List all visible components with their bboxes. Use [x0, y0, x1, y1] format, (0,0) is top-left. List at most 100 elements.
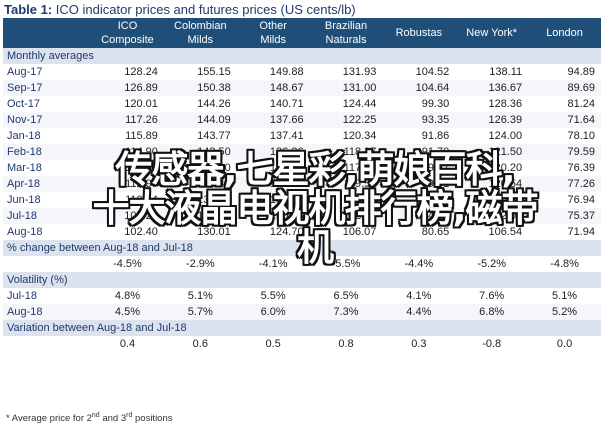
row-label: Aug-18	[3, 304, 92, 320]
table-cell: 71.94	[567, 226, 595, 238]
table-cell: 4.8%	[114, 290, 140, 302]
table-cell: 0.3	[411, 338, 427, 350]
table-cell: 155.15	[197, 66, 231, 78]
table-cell: 5.1%	[187, 290, 213, 302]
table-cell: 106.07	[342, 226, 377, 238]
table-cell: 112.95	[91, 176, 164, 192]
table-row: Sep-17 126.89 150.38 148.67 131.00 104.64 136.…	[3, 80, 601, 96]
table-cell: 0.6	[192, 338, 208, 350]
table-cell: 131.00	[309, 80, 383, 96]
table-cell: 135.53	[269, 162, 304, 174]
table-cell: 124.70	[269, 226, 304, 238]
table-cell: 88.69	[421, 194, 450, 206]
table-row: Apr-18 112.95 139.44 135.81 119.56 89.91 120.5…	[3, 176, 601, 192]
table-cell: 117.26	[91, 112, 164, 128]
table-cell: 7.3%	[309, 304, 383, 320]
table-cell: -0.8	[482, 338, 502, 350]
table-cell: 124.44	[342, 98, 377, 110]
table-cell: 4.5%	[91, 304, 164, 320]
footnote: * Average price for 2nd and 3rd position…	[6, 412, 173, 425]
table-cell: 80.65	[421, 226, 450, 238]
col-header: New York*	[455, 18, 529, 48]
table-cell: 4.4%	[382, 304, 456, 320]
row-label: Feb-18	[3, 144, 92, 160]
col-header: Brazilian Naturals	[309, 18, 383, 48]
table-cell: -2.9%	[185, 258, 215, 270]
table-cell: 126.89	[91, 80, 164, 96]
price-table: ICO Composite Colombian Milds Other Milds B…	[3, 18, 601, 352]
row-label: Jul-18	[7, 290, 37, 302]
overlay-line: 传感器,七星彩,萌娘百科,	[115, 148, 515, 191]
table-cell: 115.32	[343, 194, 377, 206]
table-title-text: ICO indicator prices and futures prices …	[55, 2, 356, 17]
table-row: Oct-17 120.01 144.26 140.71 124.44 99.30 128.3…	[3, 96, 601, 112]
col-header: London	[528, 18, 601, 48]
table-row: Aug-18 4.5% 5.7% 6.0% 7.3% 4.4% 6.8% 5.2%	[3, 304, 601, 320]
table-row: Jul-18 107.20 133.92 130.05 112.25 84.42 112.0…	[3, 208, 601, 224]
table-cell: 137.41	[269, 130, 304, 142]
overlay-text: 传感器,七星彩,萌娘百科, 十大液晶电视机排行榜,磁带 机	[30, 150, 600, 267]
table-cell: 89.67	[421, 162, 450, 174]
table-cell: 137.66	[236, 112, 310, 128]
table-cell: 5.7%	[163, 304, 237, 320]
table-row: Nov-17 117.26 144.09 137.66 122.25 93.35 126.3…	[3, 112, 601, 128]
table-cell: 114.90	[91, 144, 164, 160]
table-cell: 99.30	[421, 98, 450, 110]
table-cell: 143.77	[197, 130, 231, 142]
table-cell: -5.2%	[477, 258, 507, 270]
row-label: Nov-17	[3, 112, 92, 128]
table-cell: 107.20	[91, 208, 164, 224]
header-row: ICO Composite Colombian Milds Other Milds B…	[3, 18, 601, 48]
col-header: Robustas	[382, 18, 456, 48]
table-cell: 112.06	[455, 208, 529, 224]
table-cell: 122.25	[309, 112, 383, 128]
table-cell: 0.4	[119, 338, 136, 350]
table-cell: 5.5%	[260, 290, 286, 302]
table-cell: 76.39	[567, 162, 595, 174]
table-cell: 148.67	[236, 80, 310, 96]
table-cell: -4.8%	[550, 258, 579, 270]
table-cell: 126.39	[455, 112, 529, 128]
table-cell: 112.56	[125, 162, 158, 174]
table-cell: 6.8%	[455, 304, 529, 320]
table-cell: 130.05	[236, 208, 310, 224]
table-row: Jan-18 115.89 143.77 137.41 120.34 91.86 124.0…	[3, 128, 601, 144]
section-header: Monthly averages	[3, 48, 601, 64]
table-cell: 144.26	[197, 98, 231, 110]
table-cell: 116.53	[489, 194, 523, 206]
section-header: % change between Aug-18 and Jul-18	[3, 240, 601, 256]
row-label	[3, 336, 91, 352]
table-cell: 5.2%	[528, 304, 601, 320]
table-cell: 120.54	[455, 176, 529, 192]
table-cell: 136.67	[455, 80, 529, 96]
table-cell: 130.01	[197, 226, 231, 238]
row-label: Aug-18	[7, 226, 43, 238]
table-cell: -4.4%	[404, 258, 434, 270]
table-cell: 75.37	[528, 208, 601, 224]
row-label: Aug-17	[7, 66, 43, 78]
table-cell: 120.34	[342, 130, 377, 142]
table-cell: 6.5%	[333, 290, 359, 302]
table-cell: 128.36	[488, 98, 523, 110]
table-cell: 150.38	[163, 80, 237, 96]
section-title: % change between Aug-18 and Jul-18	[3, 240, 601, 256]
header-blank	[3, 18, 92, 48]
table-cell: 115.89	[125, 130, 158, 142]
row-label: Apr-18	[3, 176, 92, 192]
table-cell: 134.25	[269, 194, 304, 206]
table-cell: 139.44	[163, 176, 237, 192]
section-header: Variation between Aug-18 and Jul-18	[3, 320, 601, 336]
table-cell: 91.70	[382, 144, 456, 160]
table-cell: 84.42	[382, 208, 456, 224]
table-cell: 106.54	[488, 226, 523, 238]
table-cell: 71.64	[528, 112, 601, 128]
row-label: Jul-18	[3, 208, 92, 224]
section-title: Variation between Aug-18 and Jul-18	[3, 320, 601, 336]
section-header: Volatility (%)	[3, 272, 601, 288]
table-cell: 91.86	[421, 130, 450, 142]
table-cell: 94.89	[567, 66, 595, 78]
table-cell: 149.88	[269, 66, 304, 78]
table-cell: 79.59	[528, 144, 601, 160]
table-cell: 138.55	[197, 194, 231, 206]
table-cell: 144.09	[163, 112, 237, 128]
